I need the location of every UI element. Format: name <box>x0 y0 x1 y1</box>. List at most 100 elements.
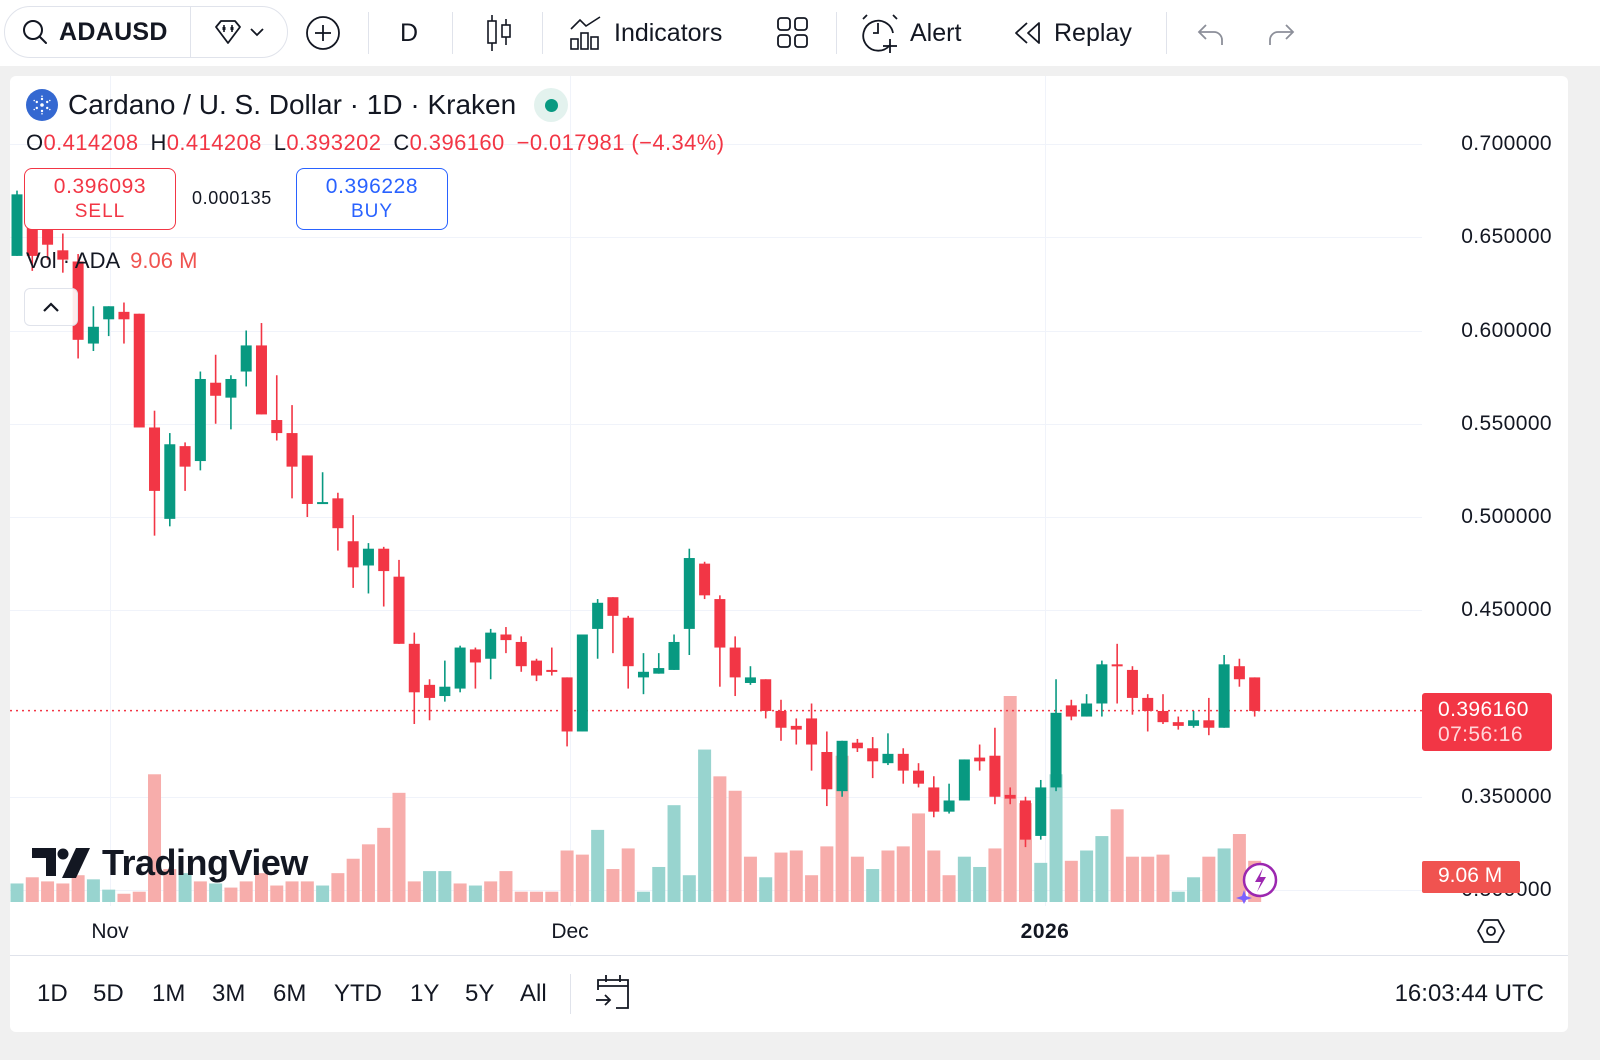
low-key: L <box>273 130 287 155</box>
tradingview-logo-icon <box>32 846 92 880</box>
price-axis[interactable]: 0.700000 0.650000 0.600000 0.550000 0.500000… <box>1422 76 1568 906</box>
grid-line <box>10 144 1422 145</box>
range-5d[interactable]: 5D <box>93 980 124 1007</box>
cardano-logo-icon <box>26 89 58 121</box>
volume-value: 9.06 M <box>130 248 198 273</box>
close-value: 0.396160 <box>409 130 505 155</box>
series-legend[interactable]: Cardano / U. S. Dollar · 1D · Kraken <box>26 88 569 122</box>
sell-button[interactable]: 0.396093 SELL <box>24 168 176 230</box>
price-tick: 0.500000 <box>1461 505 1552 528</box>
grid-line <box>1045 76 1046 906</box>
market-open-indicator <box>534 88 569 122</box>
replay-button[interactable]: Replay <box>1012 8 1132 58</box>
add-compare-icon <box>304 14 342 52</box>
price-tick: 0.650000 <box>1461 225 1552 249</box>
range-ytd[interactable]: YTD <box>334 980 382 1007</box>
spread-value: 0.000135 <box>192 188 272 208</box>
search-icon <box>21 18 49 46</box>
grid-line <box>10 423 1422 425</box>
compare-symbol-button[interactable] <box>304 8 342 58</box>
indicators-icon <box>568 15 604 51</box>
chevron-down-icon <box>249 27 265 37</box>
chart-settings-button[interactable] <box>1476 916 1506 946</box>
rewind-icon <box>1012 19 1044 47</box>
grid-line <box>110 76 111 906</box>
layout-button[interactable] <box>776 8 810 58</box>
chart-canvas[interactable]: TradingView Cardano / U. S. Dollar · 1D … <box>10 76 1422 906</box>
indicators-label: Indicators <box>614 18 723 47</box>
grid-line <box>570 76 571 906</box>
close-key: C <box>393 130 410 155</box>
interval-label: D <box>400 18 419 47</box>
chart-panel: TradingView Cardano / U. S. Dollar · 1D … <box>10 76 1568 1032</box>
buy-label: BUY <box>350 201 394 222</box>
tradingview-watermark: TradingView <box>32 842 308 884</box>
calendar-goto-icon <box>594 972 634 1012</box>
high-value: 0.414208 <box>166 130 262 155</box>
open-key: O <box>26 130 44 155</box>
undo-icon <box>1196 19 1226 47</box>
range-all[interactable]: All <box>520 980 547 1007</box>
sell-label: SELL <box>74 201 126 222</box>
volume-badge: 9.06 M <box>1422 861 1520 893</box>
top-toolbar: ADAUSD D Indicators <box>0 0 1600 66</box>
buy-button[interactable]: 0.396228 BUY <box>296 168 448 230</box>
utc-clock[interactable]: 16:03:44 UTC <box>1394 980 1544 1007</box>
collapse-legend-button[interactable] <box>24 288 78 326</box>
price-tick: 0.450000 <box>1461 598 1552 622</box>
range-5y[interactable]: 5Y <box>465 980 495 1007</box>
bar-countdown: 07:56:16 <box>1438 723 1523 746</box>
candles-icon <box>484 13 514 53</box>
diamond-icon <box>213 19 243 45</box>
layout-grid-icon <box>776 16 810 50</box>
toolbar-divider <box>542 12 543 54</box>
alert-button[interactable]: Alert <box>860 8 961 58</box>
grid-line <box>10 237 1422 239</box>
price-tick: 0.550000 <box>1461 411 1552 435</box>
buy-price: 0.396228 <box>325 175 419 198</box>
replay-label: Replay <box>1054 18 1132 47</box>
range-1d[interactable]: 1D <box>37 980 68 1007</box>
high-key: H <box>150 130 167 155</box>
candlestick-plot <box>10 181 1422 902</box>
range-6m[interactable]: 6M <box>273 980 307 1007</box>
price-tick: 0.350000 <box>1461 784 1552 808</box>
price-tick: 0.700000 <box>1461 132 1552 155</box>
indicators-button[interactable]: Indicators <box>568 8 722 58</box>
time-label-nov: Nov <box>91 920 129 943</box>
volume-legend[interactable]: Vol · ADA 9.06 M <box>26 248 197 274</box>
range-1y[interactable]: 1Y <box>410 980 440 1007</box>
go-to-date-button[interactable] <box>594 972 634 1012</box>
toolbar-divider <box>1166 12 1167 54</box>
symbol-type-dropdown[interactable] <box>191 7 287 57</box>
sell-price: 0.396093 <box>53 175 147 198</box>
range-1m[interactable]: 1M <box>152 980 186 1007</box>
symbol-label: ADAUSD <box>59 17 168 46</box>
toolbar-divider <box>368 12 369 54</box>
time-axis[interactable]: Nov Dec 2026 <box>10 906 1568 956</box>
settings-hexagon-icon <box>1476 916 1506 946</box>
alert-label: Alert <box>910 18 962 47</box>
low-value: 0.393202 <box>286 130 382 155</box>
toolbar-divider <box>836 12 837 54</box>
undo-button[interactable] <box>1196 8 1226 58</box>
redo-button[interactable] <box>1266 8 1296 58</box>
symbol-pill: ADAUSD <box>4 6 288 58</box>
sparkle-lightning-icon <box>1236 860 1280 904</box>
series-title: Cardano / U. S. Dollar · 1D · Kraken <box>68 89 517 120</box>
grid-line <box>10 517 1422 518</box>
watermark-text: TradingView <box>102 842 308 883</box>
grid-line <box>10 330 1422 332</box>
redo-icon <box>1266 19 1296 47</box>
range-3m[interactable]: 3M <box>212 980 246 1007</box>
chevron-up-icon <box>42 301 60 313</box>
volume-name: Vol · ADA <box>26 248 121 273</box>
time-label-dec: Dec <box>551 920 589 943</box>
ohlc-values: O0.414208 H0.414208 L0.393202 C0.396160 … <box>26 130 724 156</box>
chart-type-button[interactable] <box>484 8 514 58</box>
interval-button[interactable]: D <box>400 8 418 58</box>
symbol-search-button[interactable]: ADAUSD <box>5 7 191 57</box>
alarm-add-icon <box>860 13 900 53</box>
time-label-2026: 2026 <box>1020 920 1070 943</box>
ai-assistant-button[interactable] <box>1236 860 1280 904</box>
